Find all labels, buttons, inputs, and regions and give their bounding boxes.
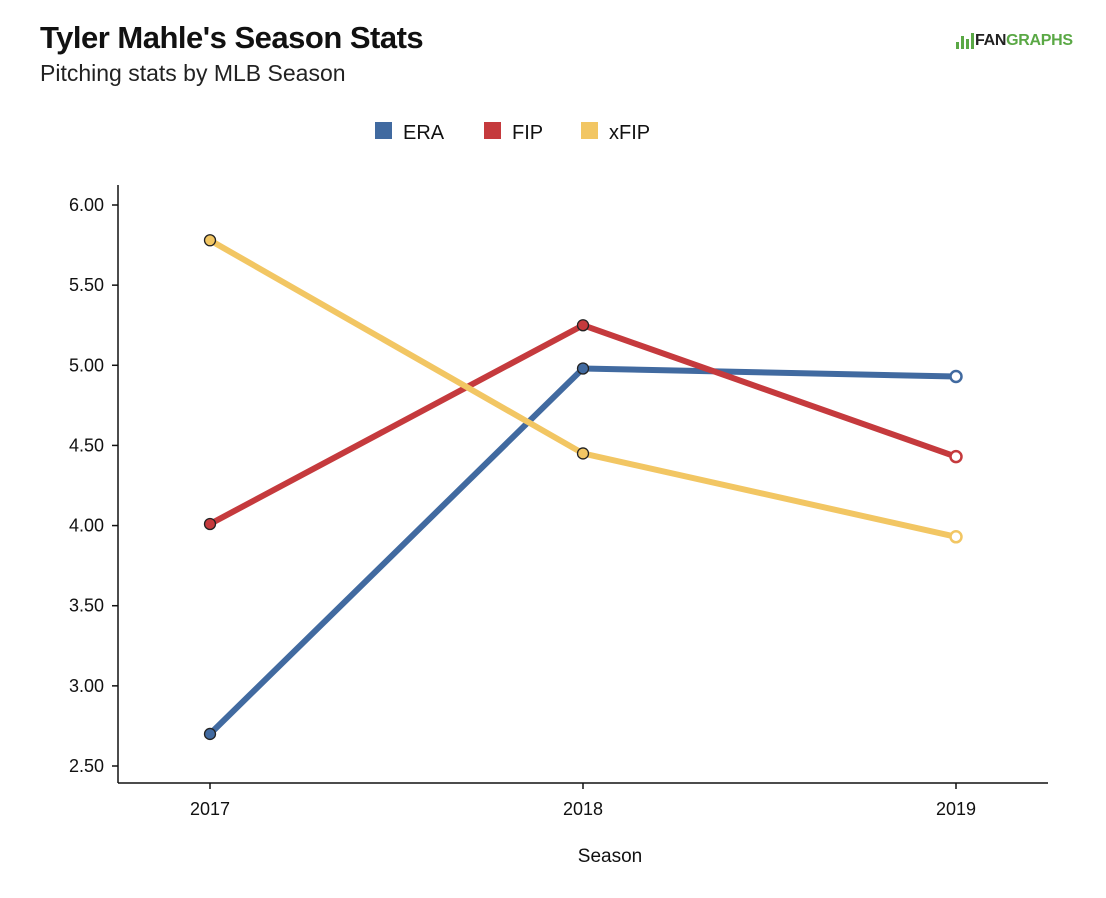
x-tick-label: 2017 xyxy=(190,799,230,819)
x-tick-label: 2018 xyxy=(563,799,603,819)
brand-part1: FAN xyxy=(975,32,1007,49)
legend-swatch-fip xyxy=(484,122,501,139)
y-tick-label: 5.00 xyxy=(69,355,104,375)
data-point-era-2017 xyxy=(203,727,217,741)
y-tick-label: 2.50 xyxy=(69,756,104,776)
data-point-era-2019 xyxy=(949,369,963,384)
y-tick-label: 5.50 xyxy=(69,275,104,295)
y-tick-label: 3.50 xyxy=(69,596,104,616)
legend-swatch-era xyxy=(375,122,392,139)
fangraphs-bars-icon xyxy=(956,33,974,49)
data-point-xfip-2018 xyxy=(576,447,590,460)
brand-part2: GRAPHS xyxy=(1006,32,1073,49)
data-point-xfip-2017 xyxy=(203,234,217,247)
series-line-xfip xyxy=(207,237,959,540)
legend: ERA FIP xFIP xyxy=(375,122,650,144)
series-line-fip xyxy=(207,322,959,527)
chart-title: Tyler Mahle's Season Stats xyxy=(40,20,424,55)
series-lines xyxy=(207,237,959,737)
y-tick-label: 4.50 xyxy=(69,435,104,455)
y-tick-label: 3.00 xyxy=(69,676,104,696)
data-point-xfip-2019 xyxy=(949,530,963,544)
y-tick-label: 6.00 xyxy=(69,195,104,215)
fangraphs-logo: FAN GRAPHS xyxy=(956,32,1073,50)
data-points xyxy=(203,234,963,741)
data-point-era-2018 xyxy=(576,362,590,375)
y-tick-label: 4.00 xyxy=(69,516,104,536)
legend-label-fip: FIP xyxy=(512,122,543,144)
data-point-fip-2017 xyxy=(203,517,217,531)
axes: 2.50 3.00 3.50 4.00 4.50 5.00 5.50 6.00 2017 2018… xyxy=(69,185,1048,867)
x-tick-label: 2019 xyxy=(936,799,976,819)
chart-subtitle: Pitching stats by MLB Season xyxy=(40,60,346,86)
x-axis-title: Season xyxy=(578,846,642,867)
data-point-fip-2018 xyxy=(576,319,590,332)
data-point-fip-2019 xyxy=(949,449,963,464)
series-line-era xyxy=(207,365,959,737)
legend-label-xfip: xFIP xyxy=(609,122,650,144)
legend-swatch-xfip xyxy=(581,122,598,139)
legend-label-era: ERA xyxy=(403,122,445,144)
